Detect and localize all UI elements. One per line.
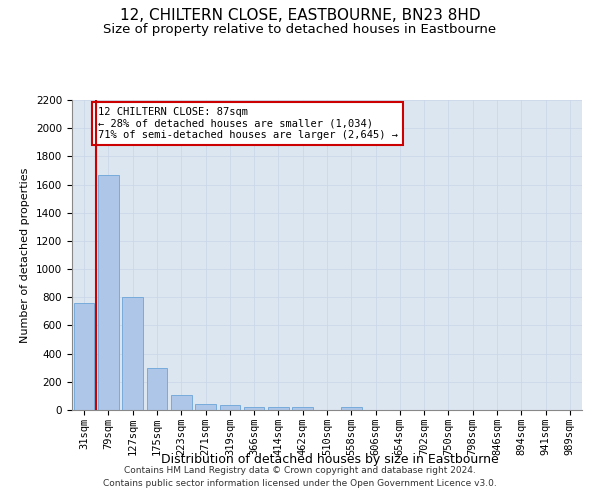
Text: Size of property relative to detached houses in Eastbourne: Size of property relative to detached ho…: [103, 22, 497, 36]
Bar: [268, 408, 289, 410]
Y-axis label: Number of detached properties: Number of detached properties: [20, 168, 31, 342]
Bar: [292, 408, 313, 410]
Text: 12, CHILTERN CLOSE, EASTBOURNE, BN23 8HD: 12, CHILTERN CLOSE, EASTBOURNE, BN23 8HD: [119, 8, 481, 22]
Text: Distribution of detached houses by size in Eastbourne: Distribution of detached houses by size …: [161, 452, 499, 466]
Bar: [195, 404, 216, 410]
Bar: [122, 298, 143, 410]
Bar: [146, 368, 167, 410]
Bar: [74, 303, 94, 410]
Bar: [341, 407, 362, 410]
Text: Contains HM Land Registry data © Crown copyright and database right 2024.
Contai: Contains HM Land Registry data © Crown c…: [103, 466, 497, 487]
Bar: [98, 174, 119, 410]
Text: 12 CHILTERN CLOSE: 87sqm
← 28% of detached houses are smaller (1,034)
71% of sem: 12 CHILTERN CLOSE: 87sqm ← 28% of detach…: [97, 107, 398, 140]
Bar: [171, 394, 191, 410]
Bar: [244, 407, 265, 410]
Bar: [220, 406, 240, 410]
